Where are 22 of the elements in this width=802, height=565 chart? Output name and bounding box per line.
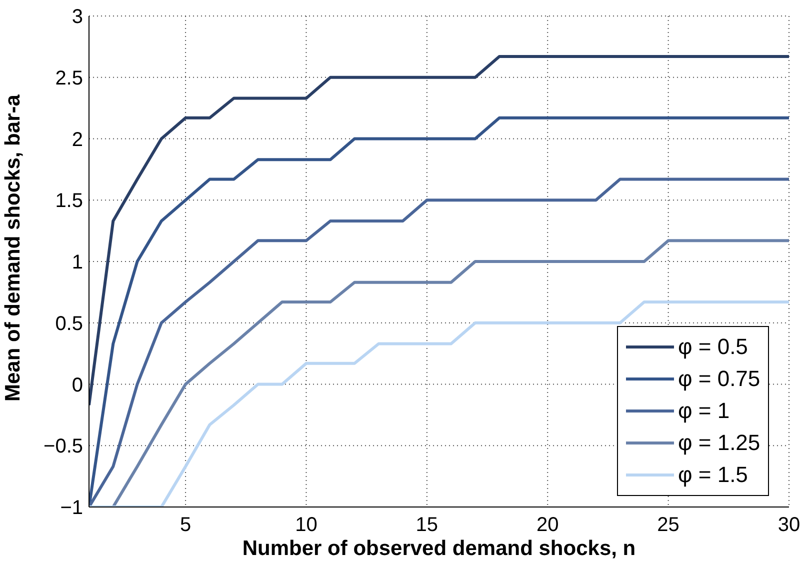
legend-label: φ = 1 [678, 397, 730, 425]
y-tick-label: 1 [72, 252, 83, 274]
y-tick-label: 0 [72, 374, 83, 396]
y-tick-label: 1.5 [55, 190, 83, 212]
x-tick-label: 30 [778, 514, 800, 536]
legend-label: φ = 1.25 [678, 429, 760, 457]
legend-label: φ = 1.5 [678, 461, 748, 489]
y-tick-label: −0.5 [44, 436, 83, 458]
y-tick-label: 0.5 [55, 312, 83, 335]
x-tick-label: 15 [416, 514, 438, 536]
x-tick-label: 5 [180, 514, 192, 536]
x-tick-label: 20 [536, 514, 559, 536]
legend-label: φ = 0.5 [678, 333, 748, 361]
y-axis-title: Mean of demand shocks, bar-a [1, 94, 24, 402]
y-tick-label: 2 [72, 128, 83, 151]
x-tick-label: 10 [295, 514, 318, 536]
legend-label: φ = 0.75 [678, 365, 760, 393]
x-tick-label: 25 [657, 514, 680, 536]
y-tick-label: 3 [72, 6, 83, 28]
x-axis-title: Number of observed demand shocks, n [242, 537, 636, 560]
y-tick-label: −1 [60, 497, 83, 520]
y-tick-label: 2.5 [55, 67, 83, 90]
